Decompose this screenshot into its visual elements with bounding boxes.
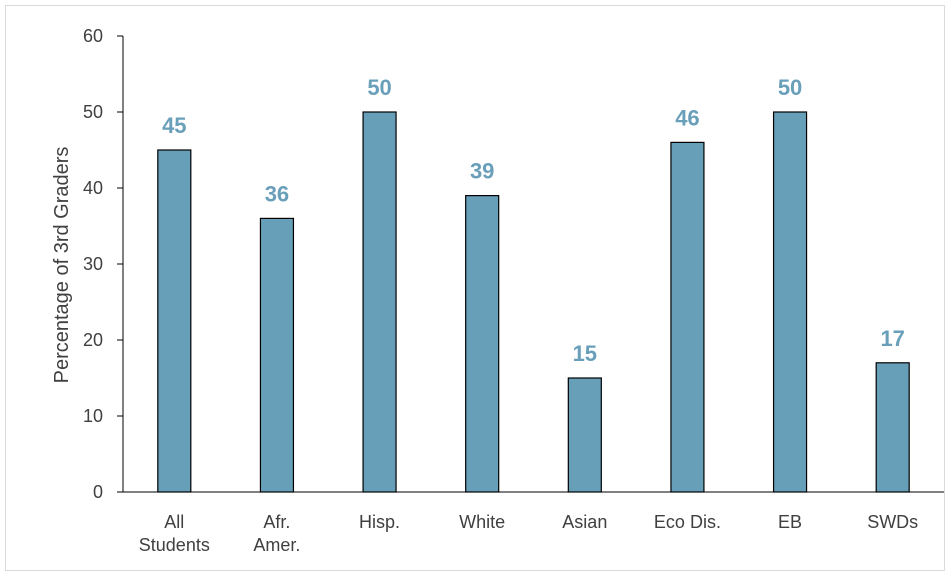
data-label: 15 [573, 341, 597, 366]
data-label: 50 [778, 75, 802, 100]
y-tick-label: 60 [83, 26, 103, 46]
x-category-label: White [459, 512, 505, 532]
x-category-label: Eco Dis. [654, 512, 721, 532]
data-label: 39 [470, 159, 494, 184]
y-axis-title: Percentage of 3rd Graders [51, 147, 73, 384]
y-tick-label: 20 [83, 330, 103, 350]
data-label: 36 [265, 181, 289, 206]
bar [670, 141, 705, 493]
x-category-label: All Students [139, 512, 210, 555]
chart-frame [5, 5, 945, 571]
x-category-label: SWDs [867, 512, 918, 532]
bar [362, 111, 397, 493]
data-label: 45 [162, 113, 186, 138]
y-tick-label: 10 [83, 406, 103, 426]
y-tick-label: 40 [83, 178, 103, 198]
bar [875, 362, 910, 493]
bar [157, 149, 192, 493]
x-category-label: Afr. Amer. [253, 512, 300, 555]
bar [567, 377, 602, 493]
data-label: 46 [675, 105, 699, 130]
x-category-label: Asian [562, 512, 607, 532]
data-label: 50 [367, 75, 391, 100]
bar [259, 217, 295, 493]
y-tick-label: 30 [83, 254, 103, 274]
x-category-label: Hisp. [359, 512, 400, 532]
data-label: 17 [880, 326, 904, 351]
bar [772, 111, 808, 493]
bar [465, 195, 500, 493]
x-category-label: EB [778, 512, 802, 532]
y-tick-label: 0 [93, 482, 103, 502]
y-tick-label: 50 [83, 102, 103, 122]
